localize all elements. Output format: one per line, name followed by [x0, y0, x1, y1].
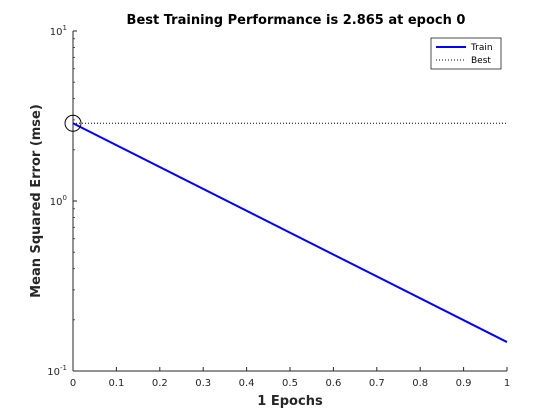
x-tick-label: 0.1	[108, 378, 124, 389]
x-tick-label: 0.6	[325, 378, 341, 389]
x-tick-label: 0.3	[195, 378, 211, 389]
x-tick-label: 0.5	[282, 378, 298, 389]
legend-box	[430, 37, 502, 70]
chart-title: Best Training Performance is 2.865 at ep…	[127, 13, 466, 28]
best-epoch-marker	[64, 114, 82, 132]
y-tick-label: 101	[50, 24, 67, 38]
x-tick-label: 0.7	[369, 378, 385, 389]
series-line-train	[72, 122, 508, 343]
y-tick-label: 100	[50, 194, 67, 208]
x-tick-label: 0.9	[456, 378, 472, 389]
x-tick-label: 0.8	[412, 378, 428, 389]
x-tick-label: 1	[504, 378, 510, 389]
legend: Train Best	[430, 37, 502, 70]
y-axis-label: Mean Squared Error (mse)	[29, 104, 44, 298]
axes: 0 0.1 0.2 0.3 0.4 0.5 0.6 0.7 0.8 0.9 1 10-1 100 101	[47, 24, 510, 389]
series-layer	[64, 114, 508, 343]
x-tick-label: 0	[70, 378, 76, 389]
legend-label-best: Best	[471, 56, 491, 66]
x-tick-label: 0.4	[239, 378, 255, 389]
x-axis-label: 1 Epochs	[257, 394, 323, 409]
legend-label-train: Train	[470, 43, 493, 53]
y-tick-label: 10-1	[47, 364, 67, 378]
x-tick-label: 0.2	[152, 378, 168, 389]
plot-area	[73, 31, 507, 371]
